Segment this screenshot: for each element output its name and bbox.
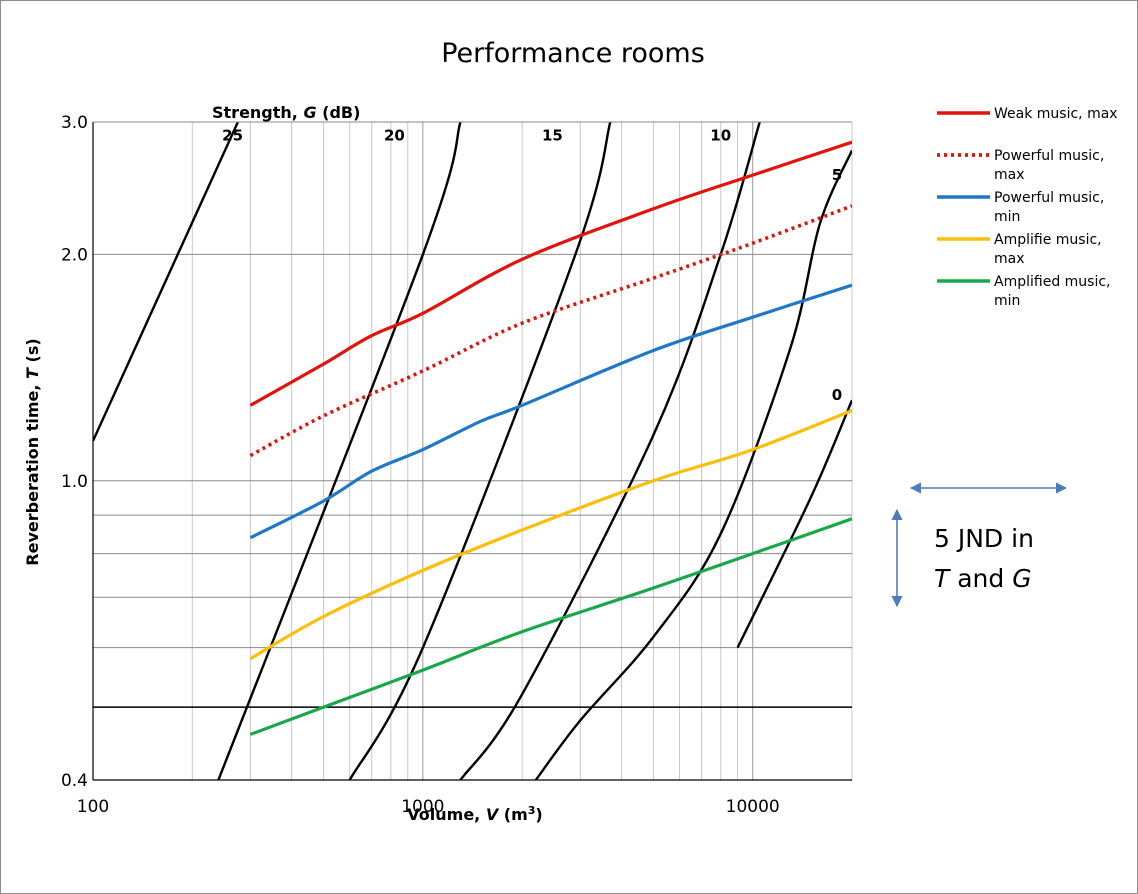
series-line-0 — [249, 140, 852, 407]
x-tick-label: 100 — [77, 797, 109, 817]
x-axis-label: Volume, V (m3) — [407, 804, 542, 824]
jnd-text-line2: T and G — [934, 564, 1032, 593]
strength-lines — [93, 122, 852, 780]
legend-label-3: Amplifie music, — [994, 232, 1102, 248]
x-tick-label: 1000 — [401, 797, 444, 817]
strength-label-20: 20 — [384, 126, 405, 144]
x-tick-labels: 100 1000 10000 — [77, 797, 780, 817]
y-axis-label: Reverberation time, T (s) — [23, 338, 42, 565]
series-line-4 — [249, 517, 852, 736]
legend-label-4: Amplified music, — [994, 274, 1111, 290]
legend-label-1: Powerful music, — [994, 148, 1104, 164]
legend-label-1-line2: max — [994, 167, 1025, 183]
y-tick-label: 2.0 — [61, 245, 88, 265]
series-line-2 — [249, 283, 852, 540]
strength-line-15 — [348, 122, 612, 780]
strength-label-0: 0 — [832, 386, 842, 404]
legend-label-3-line2: max — [994, 251, 1025, 267]
strength-line-5 — [534, 149, 852, 780]
grid-major — [92, 121, 852, 780]
chart-title: Performance rooms — [441, 38, 705, 69]
strength-labels: 25 20 15 10 5 0 — [222, 126, 842, 404]
legend-label-0: Weak music, max — [994, 106, 1118, 122]
jnd-annotation: 5 JND in T and G — [891, 482, 1068, 608]
strength-label-10: 10 — [710, 126, 731, 144]
series-line-3 — [249, 409, 852, 661]
y-tick-label: 1.0 — [61, 472, 88, 492]
strength-label: Strength, G (dB) — [212, 103, 360, 122]
jnd-text-line1: 5 JND in — [934, 524, 1034, 553]
legend-label-2: Powerful music, — [994, 190, 1104, 206]
strength-line-25 — [93, 122, 239, 442]
series-lines — [249, 140, 852, 736]
y-tick-labels: 3.0 2.0 1.0 0.4 — [61, 113, 88, 791]
y-tick-label: 3.0 — [61, 113, 88, 133]
y-tick-label: 0.4 — [61, 771, 88, 791]
axes — [92, 121, 852, 781]
legend-label-2-line2: min — [994, 209, 1020, 225]
strength-label-15: 15 — [542, 126, 563, 144]
strength-label-5: 5 — [832, 166, 842, 184]
strength-label-25: 25 — [222, 126, 243, 144]
grid-minor — [191, 122, 853, 780]
series-line-1 — [249, 204, 852, 458]
strength-line-10 — [459, 122, 761, 780]
legend: Weak music, max Powerful music, max Powerfu… — [937, 106, 1118, 309]
legend-label-4-line2: min — [994, 293, 1020, 309]
strength-line-0 — [736, 399, 852, 649]
x-tick-label: 10000 — [726, 797, 780, 817]
strength-line-20 — [217, 122, 462, 780]
